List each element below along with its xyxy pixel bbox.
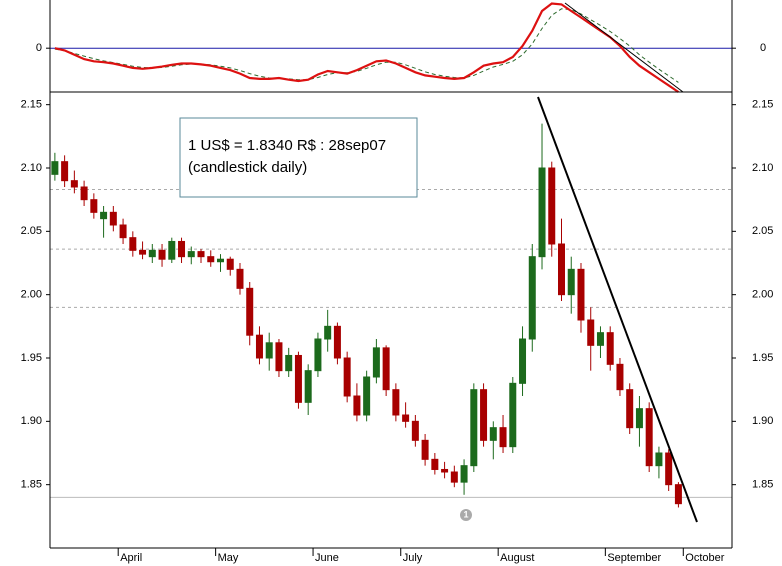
x-tick-label: October — [685, 552, 724, 564]
candle-body — [363, 376, 371, 416]
candle-body — [635, 408, 643, 429]
candle-body — [275, 342, 283, 372]
candle-body — [655, 452, 663, 467]
candle-body — [577, 268, 585, 321]
y-tick-label: 1.90 — [752, 415, 773, 427]
candle-body — [372, 347, 380, 378]
trend-line — [537, 96, 698, 523]
candle-body — [148, 249, 156, 258]
y-tick-label: 1.95 — [21, 352, 42, 364]
y-tick-label: 2.15 — [21, 99, 42, 111]
y-tick-label: 1.85 — [21, 479, 42, 491]
x-tick-label: June — [315, 552, 339, 564]
x-tick-label: April — [120, 552, 142, 564]
candle-body — [509, 382, 517, 448]
annotation-frame — [179, 117, 418, 198]
candle-body — [70, 180, 78, 188]
candle-body — [178, 240, 186, 258]
y-tick-label: 2.05 — [21, 225, 42, 237]
candle-body — [480, 389, 488, 441]
candle-body — [343, 357, 351, 397]
y-tick-label: 1.85 — [752, 479, 773, 491]
event-marker — [460, 509, 472, 521]
y-tick-label: 2.00 — [21, 289, 42, 301]
candle-body — [226, 258, 234, 270]
candle-body — [119, 224, 127, 239]
x-tick-label: August — [500, 552, 534, 564]
candle-body — [285, 354, 293, 372]
y-tick-label: 2.10 — [752, 162, 773, 174]
candle-body — [519, 338, 527, 384]
candle-body — [402, 414, 410, 422]
candle-body — [168, 240, 176, 260]
candle-body — [431, 458, 439, 470]
candle-body — [129, 237, 137, 251]
candle-body — [665, 452, 673, 486]
candle-body — [353, 395, 361, 416]
candle-body — [626, 389, 634, 429]
candle-body — [421, 439, 429, 460]
x-tick-label: September — [607, 552, 661, 564]
annotation-line: (candlestick daily) — [188, 159, 307, 176]
candle-body — [217, 258, 224, 263]
annotation-box: 1 US$ = 1.8340 R$ : 28sep07 (candlestick… — [179, 117, 418, 198]
y-tick-label: 2.05 — [752, 225, 773, 237]
candle-body — [304, 370, 312, 403]
candle-body — [333, 325, 341, 359]
candle-body — [90, 199, 98, 213]
candle-body — [558, 243, 565, 296]
candle-body — [294, 354, 302, 403]
candle-body — [460, 465, 468, 483]
candle-body — [596, 332, 604, 346]
candle-body — [109, 211, 117, 226]
y-tick-label: 2.00 — [752, 289, 773, 301]
candle-body — [470, 389, 478, 467]
candle-body — [187, 251, 195, 258]
candle-body — [314, 338, 322, 372]
x-tick-label: May — [218, 552, 239, 564]
candle-body — [392, 389, 400, 416]
y-tick-label: 0 — [760, 42, 766, 54]
event-marker-label: 1 — [463, 509, 468, 519]
candle-body — [441, 468, 449, 473]
candle-body — [61, 161, 69, 182]
x-tick-label: July — [403, 552, 423, 564]
candle-body — [450, 471, 458, 483]
candle-body — [324, 325, 332, 340]
candle-body — [158, 249, 166, 260]
candle-body — [499, 427, 507, 448]
candle-body — [236, 268, 244, 289]
y-tick-label: 1.90 — [21, 415, 42, 427]
candle-body — [645, 408, 653, 467]
candle-body — [411, 420, 419, 441]
candle-body — [587, 319, 595, 346]
y-tick-label: 2.10 — [21, 162, 42, 174]
candle-body — [139, 249, 147, 255]
candle-body — [548, 167, 556, 245]
candle-body — [207, 256, 215, 263]
candle-body — [528, 256, 536, 340]
trend-line — [564, 2, 684, 93]
candle-body — [674, 484, 682, 505]
candle-body — [489, 427, 497, 441]
candle-body — [567, 268, 575, 296]
candle-body — [255, 334, 263, 359]
candle-body — [246, 287, 254, 336]
candle-body — [265, 342, 273, 359]
candle-body — [616, 363, 624, 391]
annotation-line: 1 US$ = 1.8340 R$ : 28sep07 — [188, 137, 386, 154]
y-tick-label: 0 — [36, 42, 42, 54]
candle-body — [197, 251, 205, 258]
candle-body — [51, 161, 59, 175]
y-tick-label: 1.95 — [752, 352, 773, 364]
candle-body — [80, 186, 88, 201]
candle-body — [382, 347, 390, 391]
candle-body — [538, 167, 546, 258]
candle-body — [606, 332, 614, 365]
y-tick-label: 2.15 — [752, 99, 773, 111]
candle-body — [100, 211, 108, 220]
oscillator-line — [54, 2, 680, 93]
